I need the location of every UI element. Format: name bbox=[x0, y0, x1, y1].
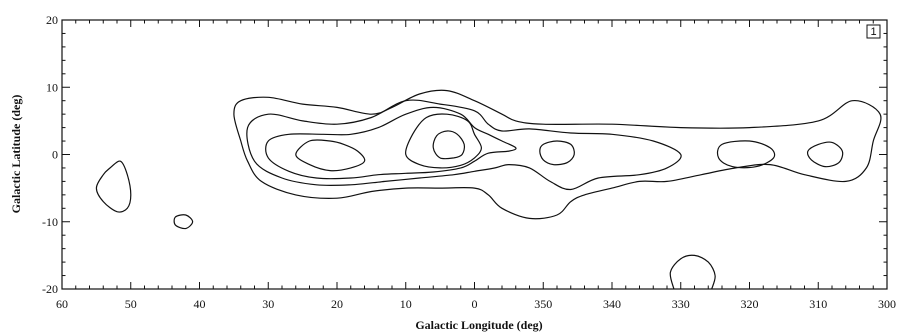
y-tick-label: 0 bbox=[52, 148, 58, 162]
y-tick-label: 10 bbox=[46, 80, 58, 94]
axis-ticks bbox=[61, 19, 888, 290]
contour-line bbox=[432, 130, 466, 160]
x-tick-label: 10 bbox=[400, 297, 412, 311]
y-tick-labels: 20 10 0 -10 -20 bbox=[42, 13, 58, 296]
contour-line bbox=[405, 113, 482, 169]
x-tick-label: 50 bbox=[125, 297, 137, 311]
x-tick-label: 0 bbox=[472, 297, 478, 311]
x-tick-label: 40 bbox=[194, 297, 206, 311]
x-tick-label: 20 bbox=[331, 297, 343, 311]
x-tick-label: 330 bbox=[672, 297, 690, 311]
y-tick-label: -10 bbox=[42, 215, 58, 229]
x-tick-label: 310 bbox=[809, 297, 827, 311]
contour-lines bbox=[95, 89, 882, 290]
contour-line bbox=[246, 99, 682, 191]
x-tick-labels: 60 50 40 30 20 10 0 350 340 330 320 310 300 bbox=[56, 297, 896, 311]
contour-line bbox=[716, 140, 776, 169]
contour-line bbox=[265, 106, 517, 180]
contour-line bbox=[669, 254, 716, 290]
contour-line bbox=[233, 89, 882, 220]
x-tick-label: 320 bbox=[741, 297, 759, 311]
panel-label-box: 1 bbox=[866, 24, 881, 39]
x-tick-label: 350 bbox=[534, 297, 552, 311]
plot-frame bbox=[61, 19, 888, 290]
contour-line bbox=[95, 160, 132, 213]
y-tick-label: -20 bbox=[42, 282, 58, 296]
panel-label: 1 bbox=[870, 26, 876, 38]
contour-line bbox=[295, 139, 366, 172]
contour-line bbox=[806, 141, 844, 168]
x-tick-label: 300 bbox=[878, 297, 896, 311]
y-tick-label: 20 bbox=[46, 13, 58, 27]
y-axis-title: Galactic Latitude (deg) bbox=[9, 95, 23, 214]
x-tick-label: 30 bbox=[262, 297, 274, 311]
x-tick-label: 60 bbox=[56, 297, 68, 311]
contour-line bbox=[173, 214, 194, 230]
x-axis-title: Galactic Longitude (deg) bbox=[415, 318, 542, 332]
x-tick-label: 340 bbox=[603, 297, 621, 311]
contour-line bbox=[539, 140, 575, 166]
